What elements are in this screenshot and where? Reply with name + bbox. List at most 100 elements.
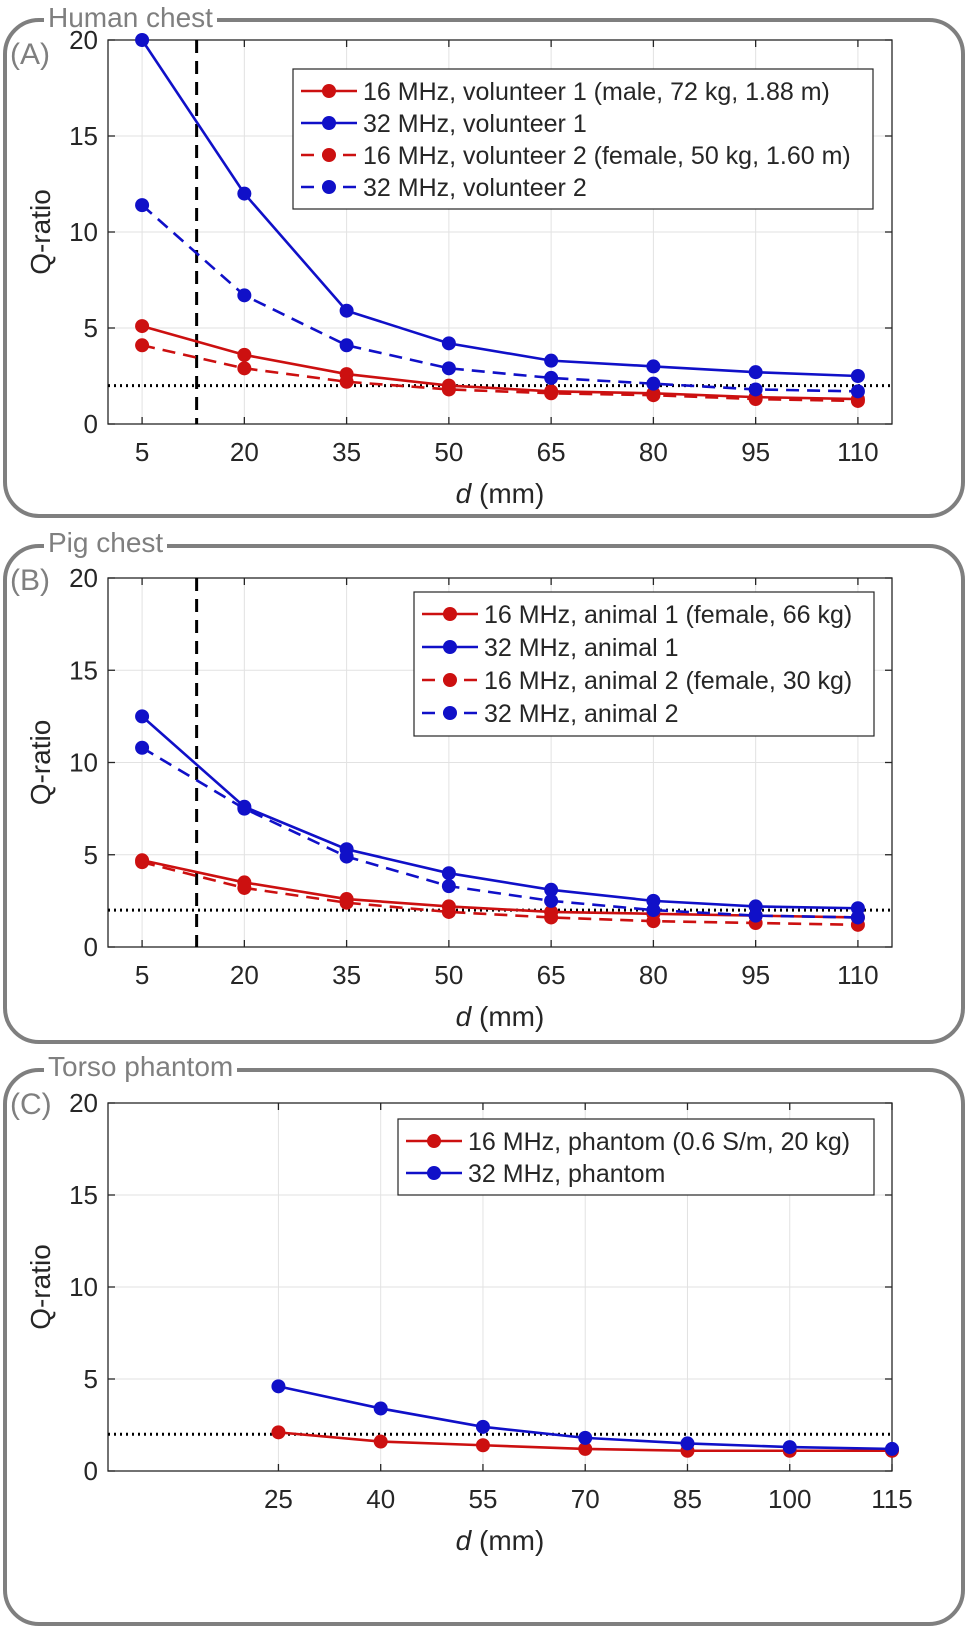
data-point-0 <box>271 1425 286 1440</box>
x-tick-label: 80 <box>639 437 668 467</box>
panel-frame-a <box>3 18 965 518</box>
series-line-0 <box>141 324 858 401</box>
panel-title-c: Torso phantom <box>44 1052 238 1082</box>
data-point-1 <box>782 1440 797 1455</box>
data-point-0 <box>135 319 150 334</box>
x-tick-label: 65 <box>537 437 566 467</box>
y-tick-label: 15 <box>69 1180 98 1210</box>
y-tick-label: 15 <box>69 655 98 685</box>
x-tick-label: 115 <box>871 1484 912 1514</box>
legend-box <box>292 68 874 210</box>
data-point-3 <box>544 370 559 385</box>
data-point-2 <box>544 910 559 925</box>
data-point-1 <box>680 1436 695 1451</box>
x-tick-label: 20 <box>230 437 259 467</box>
data-point-0 <box>578 1441 593 1456</box>
data-point-1 <box>578 1430 593 1445</box>
data-point-3 <box>441 879 456 894</box>
data-point-1 <box>237 186 252 201</box>
y-tick-label: 5 <box>84 1364 98 1394</box>
legend-box <box>397 1118 875 1196</box>
legend-label-3: 32 MHz, volunteer 2 <box>363 174 587 202</box>
legend-label-0: 16 MHz, phantom (0.6 S/m, 20 kg) <box>468 1128 850 1156</box>
x-tick-label: 20 <box>230 960 259 990</box>
data-point-1 <box>850 369 865 383</box>
data-point-3 <box>646 903 661 918</box>
data-point-2 <box>339 895 354 910</box>
data-point-0 <box>237 347 252 362</box>
y-tick-label: 10 <box>69 217 98 247</box>
data-point-2 <box>237 361 252 376</box>
legend-marker-0 <box>322 84 336 98</box>
data-point-2 <box>237 880 252 895</box>
legend-label-3: 32 MHz, animal 2 <box>484 700 679 728</box>
y-tick-label: 0 <box>84 932 98 962</box>
data-point-3 <box>850 384 865 399</box>
data-point-1 <box>373 1401 388 1416</box>
legend-label-0: 16 MHz, animal 1 (female, 66 kg) <box>484 601 852 629</box>
series-line-3 <box>141 746 858 919</box>
data-point-1 <box>885 1441 899 1456</box>
legend-box <box>413 591 875 737</box>
x-axis-label: d (mm) <box>456 1525 545 1556</box>
x-tick-label: 85 <box>673 1484 702 1514</box>
data-point-3 <box>339 849 354 864</box>
panel-frame-c <box>3 1068 965 1626</box>
data-point-2 <box>646 388 661 403</box>
y-axis-label: Q-ratio <box>25 1244 56 1330</box>
y-tick-label: 5 <box>84 313 98 343</box>
x-tick-label: 110 <box>837 437 878 467</box>
data-point-2 <box>646 914 661 929</box>
data-point-3 <box>748 908 763 923</box>
panel-title-b: Pig chest <box>44 528 168 558</box>
legend-label-1: 32 MHz, phantom <box>468 1160 665 1188</box>
x-axis-label-italic: d <box>456 1001 473 1032</box>
x-axis-label-unit: (mm) <box>471 1001 544 1032</box>
data-point-1 <box>544 882 559 897</box>
x-axis-label-italic: d <box>456 478 473 509</box>
x-axis-label: d (mm) <box>456 1001 545 1032</box>
panel-letter-c: (C) <box>10 1088 52 1121</box>
x-tick-label: 70 <box>571 1484 600 1514</box>
data-point-2 <box>748 392 763 407</box>
legend-marker-3 <box>443 706 457 720</box>
legend-marker-1 <box>427 1166 441 1180</box>
x-tick-label: 65 <box>537 960 566 990</box>
x-axis-label-unit: (mm) <box>471 478 544 509</box>
chart-human-chest: 5 20 35 50 65 80 95 110 0 5 10 15 20 d (mm) Q-ratio 16 … <box>25 25 893 509</box>
data-point-1 <box>748 365 763 380</box>
legend-label-0: 16 MHz, volunteer 1 (male, 72 kg, 1.88 m… <box>363 78 830 106</box>
data-point-0 <box>475 1438 490 1453</box>
x-tick-label: 100 <box>768 1484 811 1514</box>
data-point-3 <box>544 893 559 908</box>
legend-label-1: 32 MHz, animal 1 <box>484 634 679 662</box>
panel-title-a: Human chest <box>44 3 217 33</box>
x-tick-label: 80 <box>639 960 668 990</box>
panel-letter-a: (A) <box>10 38 50 71</box>
data-point-3 <box>748 382 763 397</box>
legend-marker-2 <box>322 148 336 162</box>
y-axis-label: Q-ratio <box>25 189 56 275</box>
y-tick-label: 20 <box>69 1088 98 1118</box>
data-point-1 <box>441 866 456 881</box>
legend-marker-0 <box>443 607 457 621</box>
data-point-3 <box>135 740 150 755</box>
x-tick-label: 110 <box>837 960 878 990</box>
series-line-0 <box>141 859 858 919</box>
y-tick-label: 20 <box>69 563 98 593</box>
y-tick-label: 20 <box>69 25 98 55</box>
x-tick-label: 50 <box>434 960 463 990</box>
x-tick-label: 95 <box>741 960 770 990</box>
x-tick-label: 35 <box>332 960 361 990</box>
x-tick-label: 50 <box>434 437 463 467</box>
chart-pig-chest: 5 20 35 50 65 80 95 110 0 5 10 15 20 d (mm) Q-ratio 16 … <box>25 563 893 1032</box>
panel-letter-b: (B) <box>10 564 50 597</box>
x-axis-label: d (mm) <box>456 478 545 509</box>
data-point-2 <box>441 382 456 397</box>
data-point-2 <box>850 393 865 408</box>
legend-marker-3 <box>322 180 336 194</box>
x-tick-label: 40 <box>366 1484 395 1514</box>
data-point-3 <box>135 198 150 213</box>
data-point-3 <box>237 801 252 816</box>
